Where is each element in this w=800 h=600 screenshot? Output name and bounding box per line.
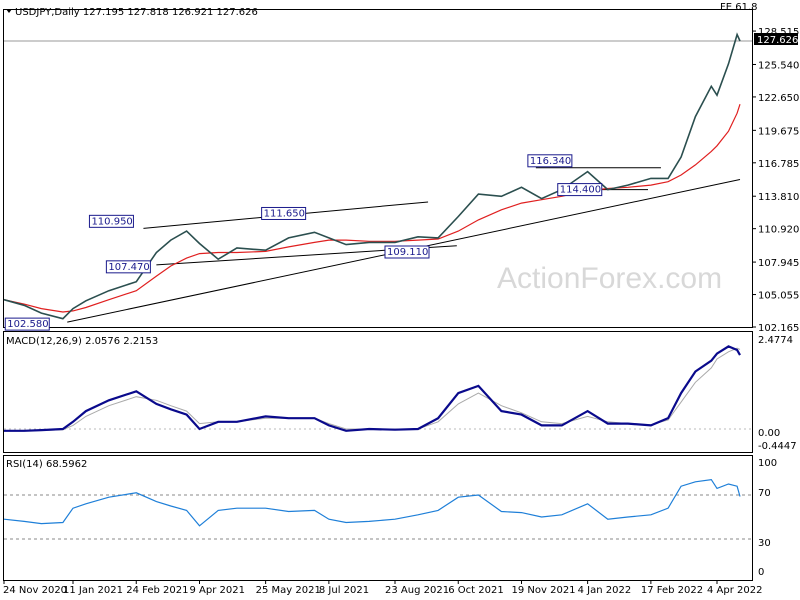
rsi-tick: 0 (758, 567, 764, 578)
macd-panel-frame (3, 331, 753, 453)
watermark: ActionForex.com (497, 262, 722, 295)
price-tick-label: 107.945 (758, 258, 799, 269)
rsi-tick: 70 (758, 488, 771, 499)
x-tick-label: 19 Nov 2021 (512, 585, 576, 596)
x-tick-label: 24 Nov 2020 (3, 585, 67, 596)
price-annotation: 116.340 (530, 156, 571, 167)
price-tick-label: 116.785 (758, 159, 799, 170)
x-tick-label: 4 Jan 2022 (578, 585, 632, 596)
macd-label: MACD(12,26,9) 2.0576 2.2153 (6, 336, 158, 347)
x-tick-label: 11 Jan 2021 (63, 585, 123, 596)
x-tick-label: 17 Feb 2022 (641, 585, 703, 596)
price-annotation: 114.400 (560, 185, 601, 196)
x-tick-label: 8 Jul 2021 (319, 585, 369, 596)
price-annotation-box (384, 245, 430, 259)
chart-header: USDJPY,Daily 127.195 127.818 126.921 127… (15, 7, 258, 18)
price-tick-label: 125.540 (758, 60, 799, 71)
rsi-panel-frame (3, 455, 753, 581)
rsi-line (3, 478, 741, 527)
price-tick-label: 128.515 (758, 27, 799, 38)
collapse-triangle-icon (6, 9, 12, 13)
macd-line (4, 345, 741, 432)
price-annotation-box (261, 206, 307, 220)
price-tick-label: 102.165 (758, 323, 799, 334)
price-badge: 127.626 (757, 35, 798, 46)
x-tick-label: 25 May 2021 (256, 585, 321, 596)
macd-tick: 0.00 (758, 428, 780, 439)
macd-signal-line (4, 347, 741, 432)
price-annotation-box (527, 154, 573, 168)
price-annotation-box (105, 260, 151, 274)
price-annotation: 109.110 (387, 247, 428, 258)
price-annotation-box (4, 317, 50, 331)
x-tick-label: 6 Oct 2021 (448, 585, 503, 596)
x-tick-label: 23 Aug 2021 (385, 585, 449, 596)
rsi-tick: 100 (758, 458, 777, 469)
price-tick-label: 113.810 (758, 192, 799, 203)
x-tick-label: 9 Apr 2021 (190, 585, 245, 596)
price-annotation-box (88, 214, 134, 228)
rsi-label: RSI(14) 68.5962 (6, 459, 87, 470)
price-tick-label: 122.650 (758, 93, 799, 104)
price-tick-label: 119.675 (758, 126, 799, 137)
x-tick-label: 24 Feb 2021 (126, 585, 188, 596)
rsi-tick: 30 (758, 538, 771, 549)
price-annotation: 102.580 (7, 319, 48, 330)
price-annotation: 110.950 (91, 216, 132, 227)
price-tick-label: 110.920 (758, 225, 799, 236)
price-annotation: 107.470 (108, 262, 149, 273)
price-annotation: 111.650 (264, 208, 305, 219)
macd-tick: 2.4774 (758, 335, 793, 346)
price-annotation-box (557, 183, 603, 197)
fib-label: FE 61.8 (720, 2, 758, 13)
macd-tick: -0.4447 (758, 441, 797, 452)
price-tick-label: 105.055 (758, 291, 799, 302)
price-panel-frame (3, 9, 753, 328)
price-badge-bg (754, 33, 798, 45)
price-line (3, 32, 741, 320)
moving-average-line (3, 104, 741, 313)
x-tick-label: 4 Apr 2022 (707, 585, 762, 596)
